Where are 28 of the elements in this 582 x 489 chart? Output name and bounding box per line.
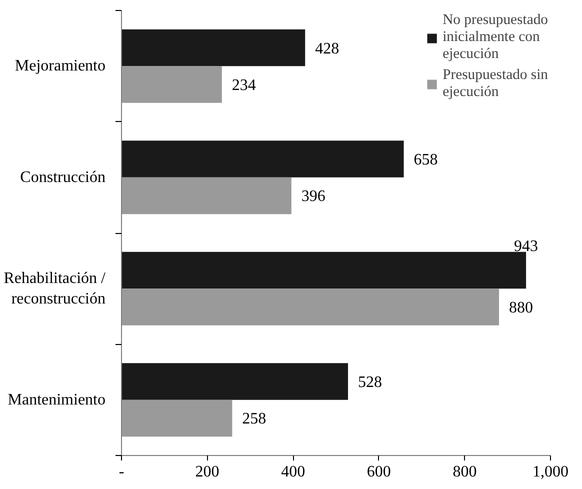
x-tick-label: 400 — [281, 464, 306, 480]
x-tick-label: 1,000 — [532, 464, 568, 480]
bar — [122, 363, 348, 400]
y-tick-label: Mejoramiento — [14, 58, 106, 75]
legend-label: No presupuestado inicialmente con ejecución — [442, 12, 548, 63]
data-label: 658 — [414, 152, 438, 169]
bar — [122, 252, 526, 289]
data-label: 428 — [315, 40, 340, 58]
bar — [122, 66, 222, 103]
y-tick-label: Construcción — [20, 168, 106, 186]
data-label: 880 — [509, 299, 534, 316]
x-tick-label: - — [118, 464, 124, 480]
data-label: 943 — [514, 238, 538, 255]
bar — [122, 29, 306, 66]
x-tick-label: 600 — [366, 464, 391, 480]
data-label: 528 — [358, 374, 382, 392]
data-label: 258 — [242, 410, 266, 428]
data-label: 396 — [301, 188, 326, 206]
legend-label: Presupuestado sin ejecución — [442, 67, 548, 101]
y-tick-label: Mantenimiento — [8, 391, 106, 408]
data-label: 234 — [232, 76, 256, 94]
bar — [122, 288, 500, 326]
y-tick-label: Rehabilitación / reconstrucción — [4, 270, 106, 308]
bar — [122, 177, 292, 214]
x-tick-label: 200 — [195, 464, 220, 480]
bar — [122, 400, 232, 437]
bar — [122, 140, 404, 178]
x-tick-label: 800 — [452, 464, 477, 480]
